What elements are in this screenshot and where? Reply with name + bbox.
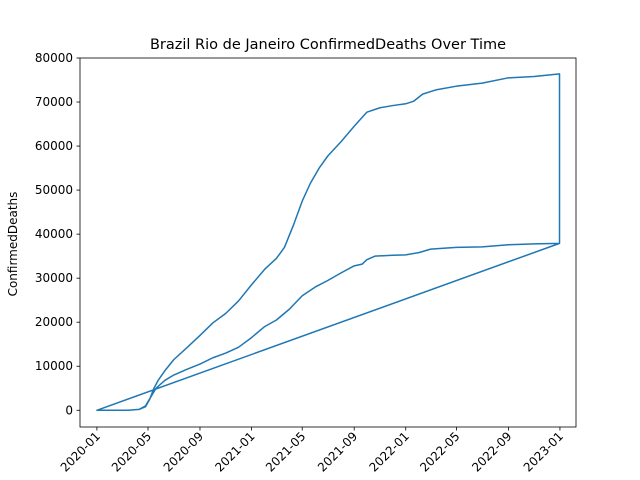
chart-title: Brazil Rio de Janeiro ConfirmedDeaths Ov… [150, 37, 506, 53]
y-tick-label: 60000 [35, 139, 73, 153]
y-tick-label: 10000 [35, 359, 73, 373]
y-tick-label: 80000 [35, 51, 73, 65]
y-tick-label: 30000 [35, 271, 73, 285]
y-tick-label: 50000 [35, 183, 73, 197]
plot-frame [79, 57, 577, 428]
y-tick-label: 0 [65, 403, 73, 417]
y-tick-label: 20000 [35, 315, 73, 329]
series-line-0 [96, 73, 561, 412]
y-axis-label: ConfirmedDeaths [6, 192, 20, 297]
y-tick-label: 40000 [35, 227, 73, 241]
y-tick-label: 70000 [35, 95, 73, 109]
